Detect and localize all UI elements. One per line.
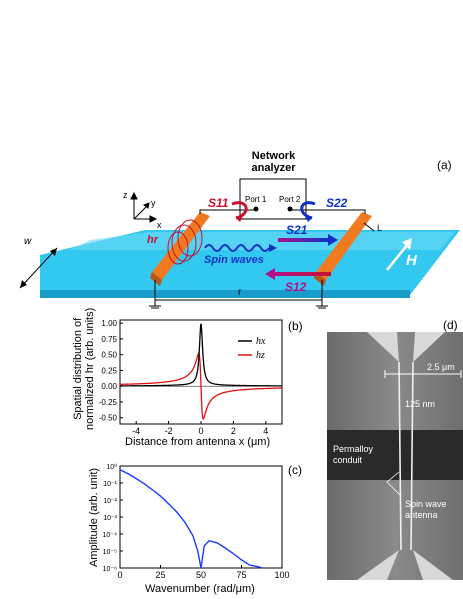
analyzer-title: Network analyzer	[251, 150, 296, 174]
panel-c-label: (c)	[288, 463, 302, 477]
coordinate-axes-icon	[130, 191, 158, 223]
width-label: 125 nm	[405, 399, 436, 409]
spin-wave-icon	[204, 244, 270, 252]
s12-label: S12	[285, 280, 307, 294]
wire-port1	[199, 209, 257, 214]
film-top-highlight	[70, 232, 455, 250]
axis-x-label: x	[157, 220, 162, 230]
chart-c-xtick-label: 0	[117, 570, 122, 580]
s11-label: S11	[208, 196, 229, 210]
chart-b-ytick-label: 0.25	[101, 366, 117, 375]
scale-bar-label: 2.5 μm	[427, 362, 455, 372]
panel-a-label: (a)	[437, 158, 452, 172]
panel-d-label: (d)	[443, 318, 458, 332]
spin-wave-setup-diagram	[19, 178, 460, 309]
w-dimension-arrow	[19, 247, 58, 289]
antenna-label: Spin wave antenna	[405, 499, 447, 520]
axis-y-label: y	[151, 198, 156, 208]
conduit-label: Permalloy conduit	[333, 444, 374, 465]
port2-label: Port 2	[279, 195, 301, 204]
wire-port2	[289, 209, 366, 214]
chart-b-xtick-label: 2	[231, 426, 236, 436]
chart-b-ytick-label: 1.00	[101, 319, 117, 328]
chart-c-xlabel: Wavenumber (rad/μm)	[145, 583, 255, 595]
panel-b-label: (b)	[288, 319, 303, 333]
chart-b-ytick-label: -0.25	[99, 398, 118, 407]
chart-b-xtick-label: 0	[198, 426, 203, 436]
hr-label: hr	[147, 234, 158, 246]
chart-b-series-hx	[120, 323, 282, 387]
h-field-label: H	[406, 252, 417, 269]
chart-b-xlabel: Distance from antenna x (μm)	[125, 436, 271, 448]
rf-field-loops	[167, 219, 203, 265]
s12-arrow-icon	[275, 272, 331, 276]
chart-c-ytick-label: 10⁻¹	[103, 481, 117, 488]
axis-z-label: z	[123, 190, 128, 200]
chart-b-ytick-label: 0.00	[101, 382, 117, 391]
h-field-arrow-icon	[386, 243, 409, 271]
r-label: r	[238, 287, 242, 298]
chart-b-xtick-label: 4	[263, 426, 268, 436]
w-label: w	[24, 236, 32, 247]
chart-c-ytick-label: 10⁻⁵	[103, 549, 117, 556]
chart-b-legend-hz-label: hz	[256, 350, 265, 361]
chart-b-ytick-label: -0.50	[99, 414, 118, 423]
chart-c-series	[119, 469, 263, 569]
chart-c-xtick-label: 75	[236, 570, 246, 580]
chart-b-ytick-label: 0.50	[101, 351, 117, 360]
network-analyzer-box	[239, 178, 307, 220]
chart-b-legend-hx-label: hx	[256, 336, 266, 347]
permalloy-conduit-band	[327, 430, 463, 480]
chart-b-series-hz	[119, 352, 283, 420]
chart-c-xtick-label: 50	[196, 570, 206, 580]
l-label: L	[377, 223, 383, 233]
chart-c-ytick-label: 10⁻⁶	[103, 566, 117, 573]
s21-arrow-icon	[278, 238, 328, 242]
s21-label: S21	[286, 223, 308, 237]
sem-micrograph: 2.5 μm 125 nm Permalloy conduit Spin wav…	[327, 332, 463, 580]
chart-b-ytick-label: 0.75	[101, 335, 117, 344]
chart-b-xtick-label: -4	[132, 426, 140, 436]
antenna-left	[150, 212, 210, 286]
chart-c-ytick-label: 10⁻⁴	[103, 532, 118, 539]
chart-c-ytick-label: 10⁻³	[103, 515, 117, 522]
spin-wave-antenna-line	[398, 361, 414, 551]
ground-icon	[149, 305, 328, 309]
chart-c-xtick-label: 25	[155, 570, 165, 580]
chart-b-xtick-label: -2	[165, 426, 173, 436]
port1-label: Port 1	[245, 195, 267, 204]
s22-label: S22	[326, 196, 348, 210]
chart-c-xtick-label: 100	[274, 570, 289, 580]
chart-c-frame	[119, 465, 283, 569]
chart-c-ytick-label: 10⁰	[106, 463, 117, 471]
chart-c-ytick-label: 10⁻²	[103, 498, 117, 505]
spin-waves-label: Spin waves	[204, 254, 264, 266]
film-front-edge	[40, 290, 410, 298]
